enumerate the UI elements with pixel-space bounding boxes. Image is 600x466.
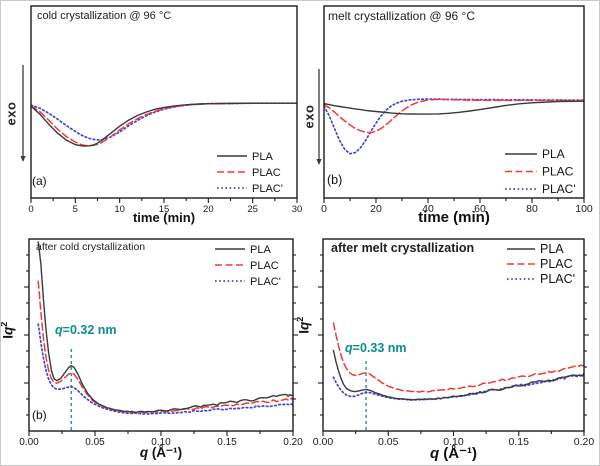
x-tick-label: 0.05 [85, 437, 105, 448]
series-curve-PLA [324, 100, 584, 115]
legend-label: PLAC [252, 167, 281, 179]
legend-label: PLAC [540, 257, 573, 271]
series-curve-PLAC [324, 98, 584, 134]
series-curve-PLA [37, 241, 293, 413]
legend-label: PLAC [250, 260, 279, 272]
legend-label: PLA [540, 242, 564, 256]
x-tick-label: 0 [321, 203, 327, 215]
x-tick-label: 20 [203, 204, 214, 215]
legend-label: PLAC' [250, 276, 281, 288]
series-curve-PLAC' [324, 98, 584, 155]
series-curve-PLAC' [31, 102, 297, 141]
x-axis-label: q (Å⁻¹) [429, 445, 478, 462]
series-curve-PLA [332, 349, 584, 401]
q-peak-annotation: q=0.33 nm [345, 341, 407, 355]
x-tick-label: 0.10 [443, 436, 464, 448]
series-curve-PLAC [332, 322, 584, 393]
y-axis-label: Iq2 [294, 316, 312, 334]
plot-frame [28, 238, 294, 432]
melt-crystallization-plot: 0 20 40 60 80 100 PLA PLAC PLAC' [316, 5, 593, 215]
exo-axis-label: exo [3, 101, 19, 126]
saxs-after-cold-plot: 0.00 0.05 0.10 0.15 0.20 PLA PLAC PLAC' [19, 238, 303, 448]
x-tick-label: 10 [114, 204, 125, 215]
x-tick-label: 20 [370, 203, 382, 215]
cold-crystallization-plot: 0 5 10 15 20 25 30 PLA PLAC PLAC' [20, 5, 303, 215]
panel-cold-crystallization: 0 5 10 15 20 25 30 PLA PLAC PLAC' cold crystalliz… [1, 1, 303, 234]
exo-axis-label: exo [301, 104, 317, 129]
x-tick-label: 0.15 [217, 437, 237, 448]
x-tick-label: 0.15 [509, 436, 530, 448]
x-tick-label: 80 [526, 203, 538, 215]
exo-arrowhead [316, 159, 322, 165]
legend-label: PLAC' [252, 183, 283, 195]
x-tick-label: 40 [422, 203, 434, 215]
x-tick-label: 0.05 [378, 436, 399, 448]
x-tick-label: 0.20 [574, 436, 595, 448]
x-tick-label: 60 [474, 203, 486, 215]
x-tick-label: 30 [292, 204, 303, 215]
x-tick-label: 100 [575, 203, 593, 215]
series-curve-PLA [31, 102, 297, 147]
legend-label: PLAC' [540, 272, 575, 286]
x-axis-label: time (min) [132, 210, 196, 225]
x-tick-label: 25 [247, 204, 258, 215]
series-curve-PLAC [31, 102, 297, 147]
panel-letter: (b) [32, 408, 47, 422]
x-tick-label: 0.00 [313, 436, 334, 448]
plot-frame [322, 238, 585, 432]
exo-arrowhead [20, 156, 26, 162]
panel-letter: (b) [327, 173, 343, 187]
legend-label: PLA [250, 244, 271, 256]
x-tick-label: 15 [159, 204, 170, 215]
x-tick-label: 5 [73, 204, 78, 215]
legend-label: PLAC' [542, 182, 576, 196]
x-tick-label: 0 [28, 204, 33, 215]
x-axis-label: time (min) [418, 209, 490, 226]
panel-after-cold-crystallization: 0.00 0.05 0.10 0.15 0.20 PLA PLAC PLAC' after c… [0, 234, 303, 465]
legend-label: PLA [542, 147, 565, 161]
x-tick-label: 0.20 [283, 437, 303, 448]
panel-title: cold crystallization @ 96 °C [37, 10, 172, 22]
plot-frame [30, 5, 298, 199]
y-axis-label: Iq2 [0, 322, 16, 339]
panel-melt-crystallization: 0 20 40 60 80 100 PLA PLAC PLAC' melt crystalliz… [301, 1, 599, 234]
x-axis-label: q (Å⁻¹) [139, 445, 183, 460]
panel-letter: (a) [32, 174, 47, 188]
q-peak-annotation: q=0.32 nm [55, 323, 117, 337]
panel-after-melt-crystallization: 0.00 0.05 0.10 0.15 0.20 PLA PLAC PLAC' after m… [295, 234, 599, 465]
panel-title: melt crystallization @ 96 °C [328, 9, 476, 23]
panel-title: after melt crystallization [331, 241, 475, 255]
series-curve-PLAC [37, 280, 293, 414]
legend-label: PLA [252, 151, 273, 163]
x-tick-label: 0.10 [151, 437, 171, 448]
legend-label: PLAC [542, 165, 574, 179]
series-curve-PLAC' [37, 323, 293, 416]
plot-frame [323, 5, 585, 199]
x-tick-label: 0.00 [19, 437, 39, 448]
panel-title: after cold crystallization [36, 241, 146, 253]
